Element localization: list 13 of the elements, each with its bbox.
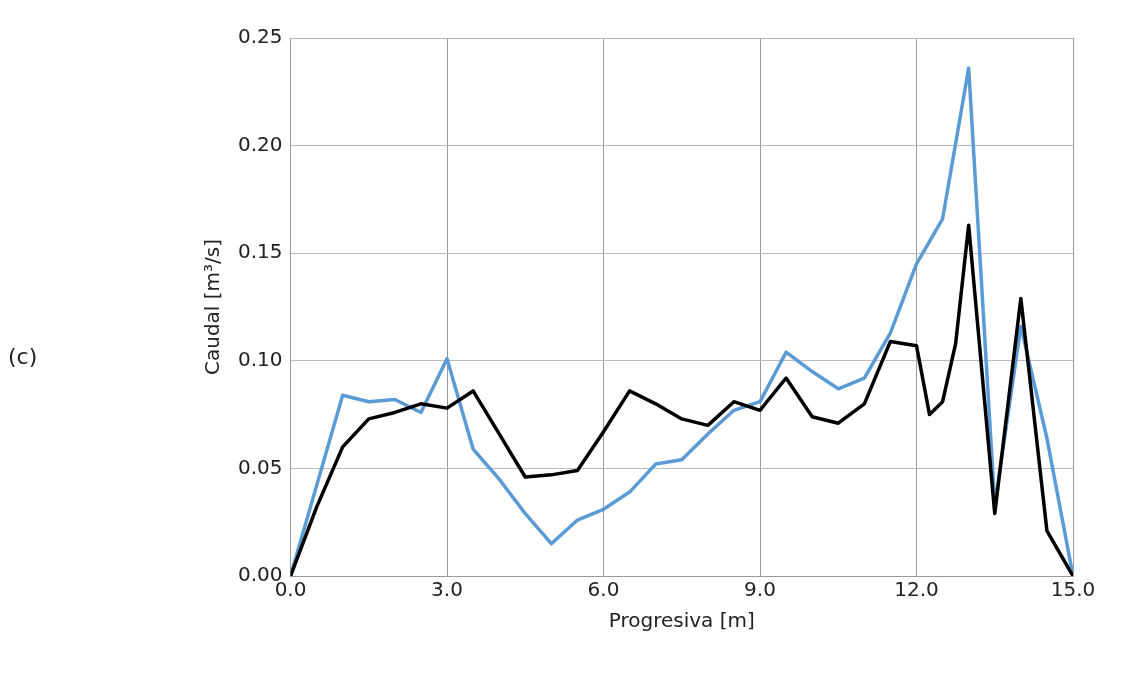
x-axis-title: Progresiva [m]: [608, 608, 755, 633]
y-axis-title: Caudal [m³/s]: [200, 238, 225, 376]
x-tick-label: 15.0: [1050, 577, 1096, 602]
y-tick-label: 0.20: [238, 131, 283, 156]
y-tick-label: 0.15: [238, 239, 283, 264]
x-tick-label: 3.0: [431, 577, 463, 602]
y-tick-label: 0.25: [238, 24, 283, 49]
x-tick-label: 6.0: [587, 577, 620, 602]
x-tick-label: 12.0: [894, 577, 939, 602]
y-tick-label: 0.05: [238, 454, 283, 479]
y-tick-label: 0.10: [238, 347, 283, 371]
text: (c): [8, 343, 38, 369]
x-tick-label: 9.0: [744, 577, 776, 602]
